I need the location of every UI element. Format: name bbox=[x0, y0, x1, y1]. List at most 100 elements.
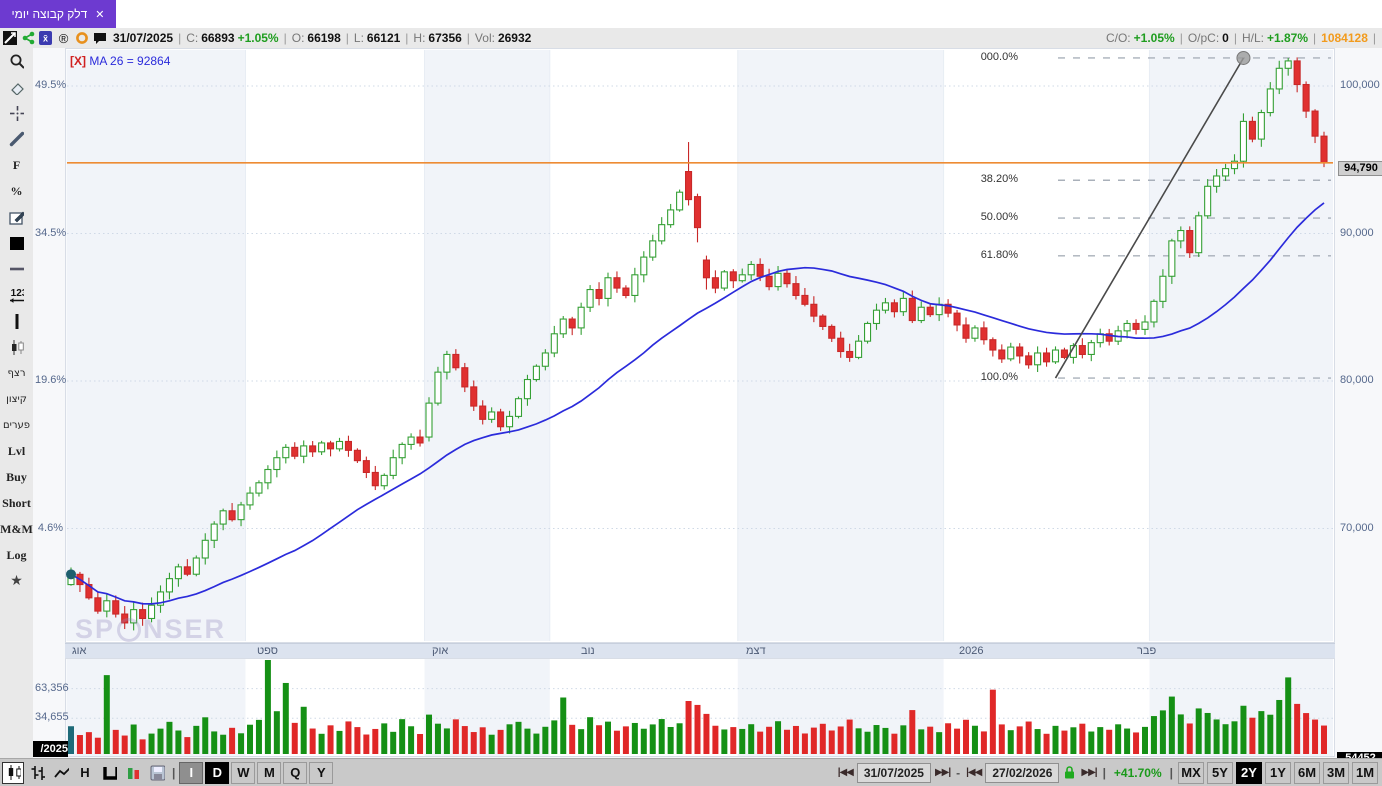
range-end-date[interactable]: 27/02/2026 bbox=[985, 762, 1060, 783]
close-icon[interactable]: ✕ bbox=[95, 8, 105, 21]
trendline-handle[interactable] bbox=[1236, 50, 1251, 65]
share-icon[interactable] bbox=[20, 31, 35, 46]
star-icon: ★ bbox=[10, 573, 23, 589]
comment-icon[interactable] bbox=[92, 31, 107, 46]
volume-bar bbox=[211, 731, 218, 754]
volume-toggle-button[interactable] bbox=[122, 762, 144, 784]
volume-bar bbox=[461, 726, 468, 754]
range-2y-button[interactable]: 2Y bbox=[1236, 761, 1262, 784]
sidebar-vertical-line-tool[interactable] bbox=[0, 308, 33, 334]
range-start-date[interactable]: 31/07/2025 bbox=[856, 762, 931, 783]
range-change-percent: +41.70% bbox=[1113, 765, 1162, 780]
range-1y-button[interactable]: 1Y bbox=[1265, 761, 1291, 784]
sidebar-sequence-tool[interactable]: רצף bbox=[0, 360, 33, 386]
candle bbox=[94, 592, 102, 614]
target-icon[interactable] bbox=[74, 31, 89, 46]
range-3m-button[interactable]: 3M bbox=[1323, 761, 1349, 784]
sidebar-eraser-tool[interactable] bbox=[0, 74, 33, 100]
candle bbox=[112, 595, 120, 618]
h-chart-button[interactable]: H bbox=[80, 765, 90, 780]
range-start-back-buttons[interactable]: |◀◀ bbox=[837, 767, 854, 778]
range-5y-button[interactable]: 5Y bbox=[1207, 761, 1233, 784]
sidebar-gaps-tool[interactable]: פערים bbox=[0, 412, 33, 438]
sidebar-short-tool[interactable]: Short bbox=[0, 490, 33, 516]
sidebar-crosshair-tool[interactable] bbox=[0, 100, 33, 126]
sidebar-extreme-tool[interactable]: קיצון bbox=[0, 386, 33, 412]
ma-indicator-label[interactable]: [X] MA 26 = 92864 bbox=[70, 54, 171, 68]
sidebar-search-tool[interactable] bbox=[0, 48, 33, 74]
candle bbox=[1284, 57, 1292, 76]
price-tick: 80,000 bbox=[1340, 374, 1374, 386]
sidebar-mm-tool[interactable]: M&M bbox=[0, 516, 33, 542]
volume-bar bbox=[452, 719, 459, 754]
range-1m-button[interactable]: 1M bbox=[1352, 761, 1378, 784]
candle bbox=[291, 442, 299, 460]
range-end-back-buttons[interactable]: |◀◀ bbox=[966, 767, 982, 778]
candle bbox=[720, 269, 728, 291]
period-w-button[interactable]: W bbox=[231, 761, 256, 784]
volume-bar bbox=[1159, 710, 1166, 754]
svg-text:123: 123 bbox=[11, 288, 24, 299]
stat-label: H/L: bbox=[1241, 31, 1264, 45]
candle bbox=[407, 433, 415, 450]
stat-value: 26932 bbox=[497, 31, 532, 45]
candle bbox=[953, 309, 961, 332]
volume-bar bbox=[184, 737, 191, 754]
sidebar-fibonacci-tool[interactable]: F bbox=[0, 152, 33, 178]
range-nav-group: |◀◀ 31/07/2025 ▶▶| - |◀◀ 27/02/2026 ▶▶| | +41.70… bbox=[837, 761, 1382, 784]
range-end-forward-buttons[interactable]: ▶▶| bbox=[1081, 767, 1097, 778]
trendline-drawing[interactable] bbox=[1054, 57, 1245, 379]
sidebar-rectangle-tool[interactable] bbox=[0, 230, 33, 256]
candlestick-chart-button[interactable] bbox=[2, 761, 24, 784]
sidebar-horizontal-line-tool[interactable] bbox=[0, 256, 33, 282]
range-start-forward-buttons[interactable]: ▶▶| bbox=[934, 767, 951, 778]
sidebar-trendline-tool[interactable] bbox=[0, 126, 33, 152]
sidebar-buy-tool[interactable]: Buy bbox=[0, 464, 33, 490]
ma-remove-button[interactable]: [X] bbox=[70, 54, 86, 68]
sidebar-favorite-tool[interactable]: ★ bbox=[0, 568, 33, 594]
stat-value: 66121 bbox=[366, 31, 401, 45]
period-m-button[interactable]: M bbox=[257, 761, 282, 784]
period-d-button[interactable]: D bbox=[205, 761, 230, 784]
save-button[interactable] bbox=[146, 762, 168, 784]
candle bbox=[711, 270, 719, 294]
tb-save-icon bbox=[150, 765, 165, 780]
candle bbox=[676, 189, 684, 212]
line-chart-button[interactable] bbox=[50, 762, 72, 784]
sidebar-annotation-tool[interactable] bbox=[0, 204, 33, 230]
lock-icon[interactable] bbox=[1062, 765, 1077, 780]
volume-bar bbox=[873, 725, 880, 754]
price-pane[interactable] bbox=[65, 48, 1335, 643]
chart-tab[interactable]: דלק קבוצה יומי ✕ bbox=[0, 0, 116, 28]
volume-bar bbox=[255, 719, 262, 754]
volume-bar bbox=[434, 723, 441, 754]
period-i-button[interactable]: I bbox=[179, 761, 204, 784]
period-q-button[interactable]: Q bbox=[283, 761, 308, 784]
sidebar-percent-tool[interactable]: % bbox=[0, 178, 33, 204]
bottom-toolbar: H | I D W M Q Y |◀◀ 31/07/2025 ▶▶| - |◀◀ 27/02/2026 ▶… bbox=[0, 758, 1382, 786]
candle bbox=[810, 296, 818, 323]
quote-stats-left: x̄ ® 31/07/2025 | C: 66893 +1.05% | O: 66198 | L: 66… bbox=[0, 31, 531, 46]
step-chart-button[interactable] bbox=[98, 762, 120, 784]
volume-bar bbox=[354, 727, 361, 754]
chart-type-group: H | I D W M Q Y bbox=[0, 761, 334, 784]
date-axis[interactable]: אוג ספט אוק נוב דצמ 2026 פבר bbox=[65, 643, 1335, 658]
volume-bar bbox=[157, 728, 164, 754]
range-mx-button[interactable]: MX bbox=[1178, 761, 1204, 784]
tb-volbars-icon bbox=[126, 765, 141, 780]
sidebar-log-scale-tool[interactable]: Log bbox=[0, 542, 33, 568]
separator: | bbox=[172, 765, 176, 780]
sidebar-level-tool[interactable]: Lvl bbox=[0, 438, 33, 464]
draw-tool-icon[interactable] bbox=[2, 31, 17, 46]
period-y-button[interactable]: Y bbox=[309, 761, 334, 784]
registered-icon[interactable]: ® bbox=[58, 30, 69, 46]
volume-bar bbox=[640, 728, 647, 754]
excel-export-icon[interactable]: x̄ bbox=[38, 31, 53, 46]
range-6m-button[interactable]: 6M bbox=[1294, 761, 1320, 784]
sidebar-measure-tool[interactable]: 123 bbox=[0, 282, 33, 308]
candle bbox=[416, 429, 424, 447]
candle bbox=[640, 251, 648, 283]
sidebar-candle-pattern-tool[interactable] bbox=[0, 334, 33, 360]
volume-pane[interactable] bbox=[65, 658, 1335, 757]
ohlc-chart-button[interactable] bbox=[26, 762, 48, 784]
